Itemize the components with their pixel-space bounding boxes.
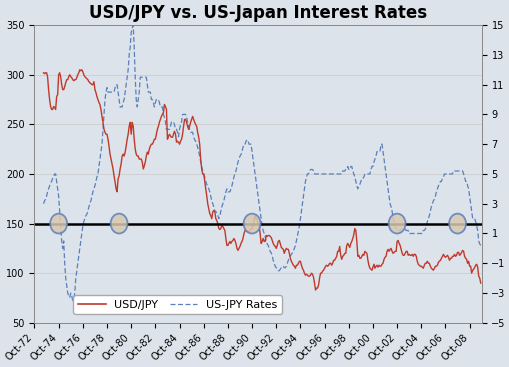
Title: USD/JPY vs. US-Japan Interest Rates: USD/JPY vs. US-Japan Interest Rates	[89, 4, 427, 22]
Ellipse shape	[50, 214, 67, 233]
Legend: USD/JPY, US-JPY Rates: USD/JPY, US-JPY Rates	[73, 295, 281, 314]
Ellipse shape	[448, 214, 465, 233]
Ellipse shape	[243, 214, 260, 233]
Ellipse shape	[388, 214, 405, 233]
Ellipse shape	[110, 214, 127, 233]
